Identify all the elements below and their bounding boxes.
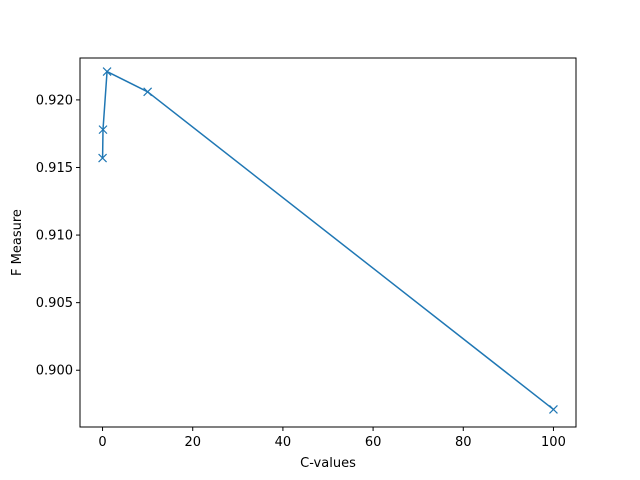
axes-frame [79, 57, 577, 428]
x-axis-label: C-values [300, 456, 356, 471]
x-tick-label: 100 [541, 435, 566, 450]
data-point-marker [102, 67, 112, 76]
x-tick-label: 0 [98, 435, 106, 450]
data-point-marker [549, 405, 558, 414]
y-axis-label: F Measure [10, 209, 25, 276]
x-tick-label: 60 [365, 435, 382, 450]
y-tick-label: 0.900 [36, 364, 73, 379]
x-tick-label: 80 [455, 435, 472, 450]
y-tick-label: 0.905 [36, 296, 73, 311]
x-tick-label: 20 [184, 435, 201, 450]
plot-area [98, 67, 558, 414]
data-point-marker [98, 153, 108, 163]
y-tick-label: 0.915 [36, 161, 73, 176]
data-point-marker [98, 125, 108, 135]
x-tick-label: 40 [275, 435, 292, 450]
y-axis: 0.900 0.905 0.910 0.915 0.920 [36, 93, 80, 379]
y-tick-label: 0.910 [36, 229, 73, 244]
y-tick-label: 0.920 [36, 93, 73, 108]
data-point-marker [143, 87, 153, 97]
x-axis: 0 20 40 60 80 100 [98, 427, 566, 450]
